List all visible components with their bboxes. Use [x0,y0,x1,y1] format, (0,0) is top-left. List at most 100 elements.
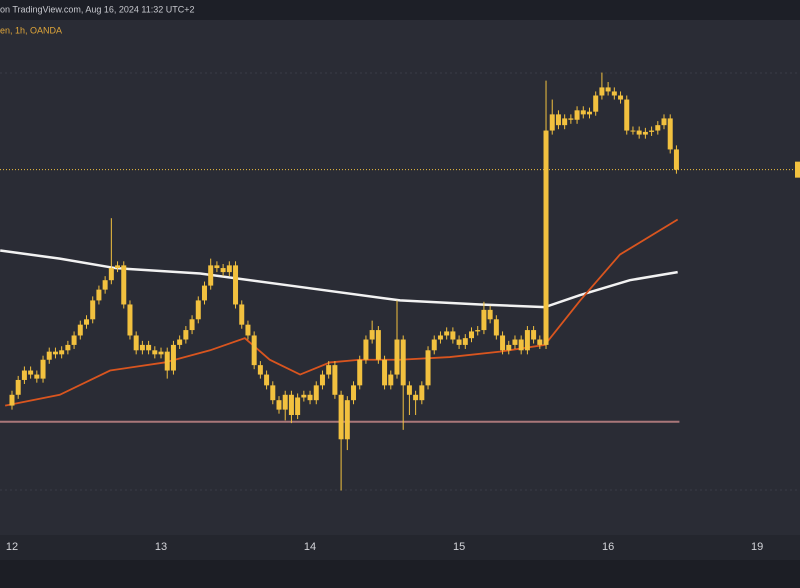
candle-body [251,335,257,366]
candle-body [642,131,648,135]
candle-body [326,365,332,375]
candle-body [611,91,617,96]
candle-body [65,344,71,351]
candle-body [208,265,214,286]
candle-body [419,385,425,401]
candle-body [28,370,34,375]
candle-body [71,335,77,345]
candle-body [388,374,394,386]
candle-body [655,125,661,131]
candle-body [586,111,592,115]
candle-body [649,130,655,132]
candle-body [84,319,90,325]
candle-body [437,335,443,340]
candle-body [369,330,375,340]
candle-body [282,394,288,410]
candle-body [34,374,40,379]
candle-body [90,300,96,320]
x-tick-label: 16 [602,541,614,553]
header-bar [0,0,800,20]
candle-body [456,339,462,345]
candle-body [475,330,481,332]
candle-body [307,394,313,401]
candle-body [574,110,580,120]
x-tick-label: 13 [155,541,167,553]
candle-body [164,351,170,371]
candle-body [276,400,282,410]
candle-body [599,87,605,96]
candle-body [413,394,419,401]
candle-body [102,280,108,290]
candle-body [245,324,251,336]
candle-body [524,330,530,351]
candle-body [487,309,493,320]
candle-body [543,130,549,345]
candle-body [40,359,46,379]
candle-body [201,285,207,301]
candle-body [493,319,499,336]
candle-body [9,394,15,406]
candle-body [624,99,630,131]
candle-body [21,370,27,380]
candle-body [158,351,164,355]
candle-body [450,331,456,340]
candle-body [177,339,183,345]
candle-body [319,374,325,386]
price-marker [795,161,800,178]
candle-body [152,350,158,355]
candle-body [96,289,102,301]
candle-body [431,339,437,351]
candle-body [295,397,301,416]
candle-body [512,339,518,345]
candle-body [382,359,388,386]
candle-body [605,87,611,92]
candle-body [233,265,239,305]
candle-body [363,339,369,360]
candle-body [630,130,636,132]
candle-body [46,351,52,360]
candle-body [351,385,357,401]
candle-body [264,374,270,386]
candle-body [195,300,201,320]
candle-body [220,268,226,273]
candle-body [518,339,524,351]
candle-body [133,335,139,351]
candle-body [400,339,406,386]
candle-body [549,114,555,131]
chart-subtitle: en, 1h, OANDA [0,25,62,35]
candle-body [15,379,21,395]
candle-body [59,350,65,355]
x-tick-label: 14 [304,541,316,553]
candle-body [562,118,568,126]
candle-body [183,330,189,340]
candle-body [357,359,363,386]
candle-body [425,350,431,386]
candle-body [580,110,586,115]
candle-body [667,118,673,150]
candle-body [593,95,599,112]
candle-body [189,319,195,331]
candle-body [531,330,537,340]
candle-body [375,330,381,360]
candle-body [108,268,114,281]
candle-body [406,385,412,395]
moving-average [0,249,678,309]
candle-body [618,95,624,100]
candle-body [170,344,176,371]
candle-body [394,339,400,375]
candle-body [115,265,121,269]
x-tick-label: 19 [751,541,763,553]
chart-title: on TradingView.com, Aug 16, 2024 11:32 U… [0,4,195,14]
candle-body [301,394,307,398]
candle-body [270,385,276,401]
candle-body [555,114,561,126]
candle-body [462,338,468,345]
candle-body [226,265,232,273]
candle-body [52,351,58,355]
moving-average [4,218,679,407]
candle-body [636,130,642,135]
candle-body [568,118,574,120]
plot-area [0,20,800,535]
candle-body [481,309,487,331]
